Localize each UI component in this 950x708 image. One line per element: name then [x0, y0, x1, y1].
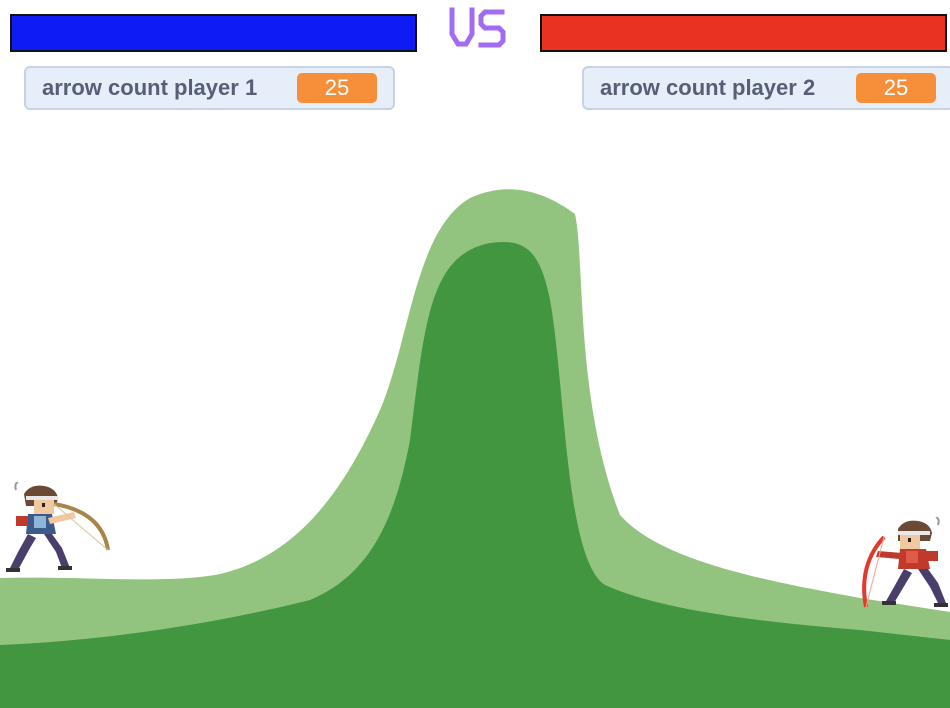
player2-health-bar [540, 14, 947, 52]
hill-dark-layer [0, 241, 950, 708]
monitor-value: 25 [297, 73, 377, 103]
arrow-count-player1-monitor[interactable]: arrow count player 1 25 [24, 66, 395, 110]
archer-red-icon [862, 517, 948, 608]
player1-health-bar [10, 14, 417, 52]
arrow-count-player2-monitor[interactable]: arrow count player 2 25 [582, 66, 950, 110]
monitor-value: 25 [856, 73, 936, 103]
monitor-label: arrow count player 2 [600, 75, 816, 100]
archer-blue-icon [6, 482, 110, 572]
player2-archer-sprite[interactable] [858, 517, 950, 612]
vs-label: VS [449, 7, 506, 48]
monitor-label: arrow count player 1 [42, 75, 258, 100]
player1-archer-sprite[interactable] [4, 482, 112, 577]
